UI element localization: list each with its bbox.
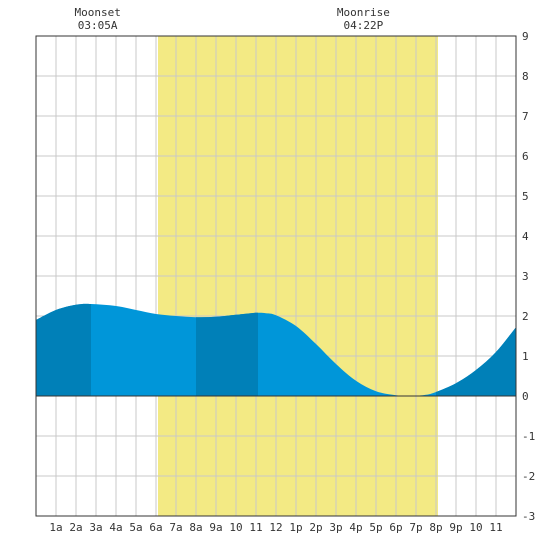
x-tick-label: 1p [289,521,302,534]
y-tick-label: 7 [522,110,529,123]
y-tick-label: 6 [522,150,529,163]
grid-layer [36,36,516,516]
x-tick-label: 10 [229,521,242,534]
plot-border [35,35,517,517]
moon-event-time: 04:22P [343,19,383,32]
y-tick-label: -3 [522,510,535,523]
x-tick-label: 8a [189,521,202,534]
y-tick-label: 8 [522,70,529,83]
x-tick-label: 6a [149,521,162,534]
y-tick-label: 3 [522,270,529,283]
y-tick-label: -2 [522,470,535,483]
x-tick-label: 3p [329,521,342,534]
x-tick-label: 4p [349,521,362,534]
x-tick-label: 9p [449,521,462,534]
x-tick-label: 2p [309,521,322,534]
moon-event-time: 03:05A [78,19,118,32]
x-tick-label: 6p [389,521,402,534]
tide-dark-band [196,303,258,397]
y-tick-label: 0 [522,390,529,403]
y-tick-label: 1 [522,350,529,363]
y-tick-label: 9 [522,30,529,43]
x-tick-label: 5p [369,521,382,534]
x-tick-label: 11 [249,521,262,534]
tide-area [36,303,516,397]
x-tick-label: 2a [69,521,82,534]
x-tick-label: 3a [89,521,102,534]
x-tick-label: 9a [209,521,222,534]
tide-dark-band [36,303,91,397]
x-tick-label: 7a [169,521,182,534]
x-tick-label: 12 [269,521,282,534]
y-tick-label: 5 [522,190,529,203]
x-tick-label: 10 [469,521,482,534]
x-tick-label: 8p [429,521,442,534]
y-tick-label: 2 [522,310,529,323]
x-tick-label: 5a [129,521,142,534]
x-tick-label: 11 [489,521,502,534]
y-tick-label: 4 [522,230,529,243]
axes-layer [35,35,517,517]
y-tick-label: -1 [522,430,535,443]
x-tick-label: 7p [409,521,422,534]
moon-event-label: Moonset [74,6,120,19]
moon-event-label: Moonrise [337,6,390,19]
x-tick-label: 4a [109,521,122,534]
x-tick-label: 1a [49,521,62,534]
